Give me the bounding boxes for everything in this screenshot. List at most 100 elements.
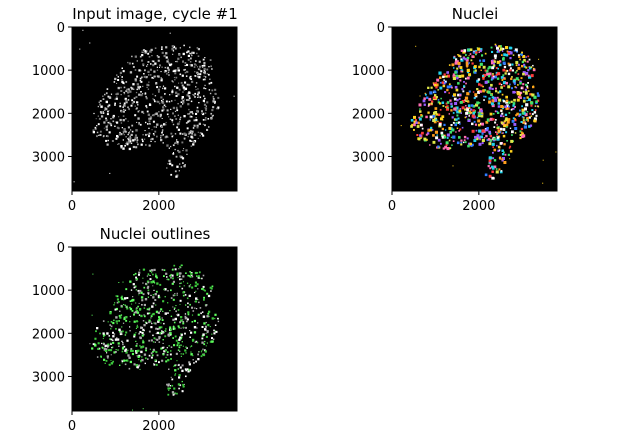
pixel-speck — [201, 112, 205, 116]
pixel-speck — [190, 64, 193, 67]
pixel-speck — [195, 300, 198, 303]
pixel-speck — [179, 47, 181, 49]
pixel-speck — [158, 91, 160, 93]
pixel-speck — [165, 328, 167, 330]
pixel-speck — [489, 72, 492, 76]
image-content — [400, 43, 557, 184]
pixel-speck — [131, 55, 133, 58]
pixel-speck — [120, 90, 123, 92]
pixel-speck — [456, 60, 459, 63]
pixel-speck — [464, 57, 467, 61]
pixel-speck — [198, 68, 201, 71]
pixel-speck — [189, 64, 191, 66]
pixel-speck — [195, 119, 198, 122]
pixel-speck — [524, 122, 527, 125]
pixel-speck — [480, 114, 484, 118]
pixel-speck — [179, 266, 181, 268]
pixel-speck — [429, 119, 431, 121]
pixel-speck — [433, 96, 436, 100]
pixel-speck — [524, 91, 528, 95]
pixel-speck — [202, 274, 205, 277]
pixel-speck — [496, 51, 499, 53]
pixel-speck — [488, 161, 492, 164]
pixel-speck — [169, 326, 172, 329]
pixel-speck — [160, 322, 162, 324]
pixel-speck — [456, 67, 459, 70]
pixel-speck — [439, 102, 442, 105]
pixel-speck — [154, 322, 157, 325]
pixel-speck — [476, 80, 479, 83]
pixel-speck — [137, 349, 140, 352]
pixel-speck — [147, 64, 149, 66]
pixel-speck — [211, 340, 214, 343]
pixel-speck — [125, 118, 127, 120]
pixel-speck — [185, 304, 187, 306]
pixel-speck — [181, 84, 184, 87]
pixel-speck — [128, 147, 131, 151]
pixel-speck — [155, 351, 158, 354]
pixel-speck — [114, 351, 117, 353]
pixel-speck — [461, 88, 464, 91]
pixel-speck — [496, 49, 500, 53]
pixel-speck — [128, 141, 130, 144]
pixel-speck — [419, 117, 422, 121]
pixel-speck — [437, 113, 441, 116]
pixel-speck — [455, 118, 458, 121]
pixel-speck — [179, 163, 181, 165]
pixel-speck — [189, 65, 192, 67]
pixel-speck — [206, 101, 209, 104]
pixel-speck — [155, 310, 159, 314]
pixel-speck — [503, 77, 505, 79]
pixel-speck — [161, 130, 164, 133]
pixel-speck — [491, 87, 494, 90]
pixel-speck — [207, 312, 210, 315]
pixel-speck — [190, 100, 193, 103]
pixel-speck — [525, 103, 529, 107]
pixel-speck — [189, 284, 192, 286]
pixel-speck — [519, 96, 522, 99]
pixel-speck — [461, 100, 465, 103]
pixel-speck — [141, 299, 144, 302]
pixel-speck — [179, 304, 181, 305]
pixel-speck — [161, 109, 164, 112]
pixel-speck — [468, 62, 470, 64]
pixel-speck — [194, 71, 196, 73]
pixel-speck — [142, 268, 145, 271]
pixel-speck — [112, 331, 114, 334]
pixel-speck — [99, 111, 102, 113]
pixel-speck — [474, 135, 477, 139]
pixel-speck — [138, 93, 141, 96]
pixel-speck — [435, 118, 438, 121]
pixel-speck — [486, 127, 489, 130]
pixel-speck — [154, 299, 157, 301]
pixel-speck — [175, 141, 178, 144]
pixel-speck — [182, 353, 185, 355]
pixel-speck — [163, 123, 166, 126]
pixel-speck — [135, 364, 138, 367]
pixel-speck — [138, 314, 141, 316]
pixel-speck — [162, 353, 165, 356]
pixel-speck — [187, 306, 189, 308]
pixel-speck — [479, 59, 482, 62]
pixel-speck — [537, 94, 540, 97]
pixel-speck — [474, 69, 477, 72]
pixel-speck — [516, 112, 519, 116]
pixel-speck — [125, 99, 128, 102]
pixel-speck — [515, 86, 518, 89]
pixel-speck — [450, 102, 453, 106]
pixel-speck — [178, 53, 181, 56]
pixel-speck — [195, 82, 198, 84]
pixel-speck — [427, 111, 430, 114]
pixel-speck — [481, 142, 484, 145]
pixel-speck — [183, 285, 185, 287]
image-area — [72, 247, 237, 411]
pixel-speck — [430, 86, 433, 89]
pixel-speck — [169, 310, 171, 312]
pixel-speck — [133, 363, 136, 366]
pixel-speck — [518, 115, 521, 117]
pixel-speck — [97, 123, 100, 126]
pixel-speck — [448, 64, 451, 66]
pixel-speck — [148, 330, 151, 333]
pixel-speck — [180, 337, 183, 340]
pixel-speck — [107, 122, 109, 124]
